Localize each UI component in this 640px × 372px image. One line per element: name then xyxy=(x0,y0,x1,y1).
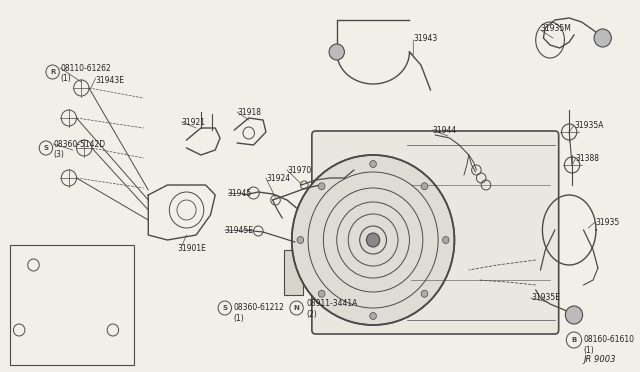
Circle shape xyxy=(442,237,449,244)
Text: 31935E: 31935E xyxy=(531,294,560,302)
Circle shape xyxy=(421,290,428,297)
Text: 08160-61610: 08160-61610 xyxy=(584,336,634,344)
Text: (1): (1) xyxy=(584,346,595,355)
Circle shape xyxy=(318,183,325,190)
Text: 31943E: 31943E xyxy=(95,76,125,84)
Text: 31935J: 31935J xyxy=(69,256,95,264)
Circle shape xyxy=(366,233,380,247)
Circle shape xyxy=(594,29,611,47)
Text: S: S xyxy=(222,305,227,311)
Circle shape xyxy=(421,183,428,190)
Circle shape xyxy=(370,312,376,320)
Text: 31944: 31944 xyxy=(433,125,457,135)
Text: 08360-61212: 08360-61212 xyxy=(234,304,284,312)
Text: 31935A: 31935A xyxy=(574,121,604,129)
Text: 08911-3441A: 08911-3441A xyxy=(306,299,358,308)
Text: 31901E: 31901E xyxy=(177,244,206,253)
Circle shape xyxy=(370,160,376,167)
Text: 31921: 31921 xyxy=(182,118,206,126)
Text: 31970: 31970 xyxy=(287,166,311,174)
Text: 08110-61262: 08110-61262 xyxy=(60,64,111,73)
Text: 31388: 31388 xyxy=(576,154,600,163)
Text: B: B xyxy=(572,337,577,343)
Text: N: N xyxy=(294,305,300,311)
Text: 31945E: 31945E xyxy=(225,225,254,234)
Text: 31943: 31943 xyxy=(413,33,438,42)
Text: 31935M: 31935M xyxy=(541,23,572,32)
FancyBboxPatch shape xyxy=(312,131,559,334)
Circle shape xyxy=(329,44,344,60)
Circle shape xyxy=(318,290,325,297)
Text: R: R xyxy=(50,69,55,75)
Text: (1): (1) xyxy=(60,74,71,83)
Bar xyxy=(284,250,303,295)
Circle shape xyxy=(297,237,304,244)
Bar xyxy=(10,245,134,365)
Text: 31924: 31924 xyxy=(266,173,290,183)
Text: 31945: 31945 xyxy=(228,189,252,198)
Text: 31918: 31918 xyxy=(237,108,261,116)
Text: S: S xyxy=(44,145,49,151)
Text: (1): (1) xyxy=(234,314,244,323)
Text: (2): (2) xyxy=(306,310,317,318)
Text: 31918F: 31918F xyxy=(52,346,81,355)
Text: (3): (3) xyxy=(54,150,65,158)
Text: JR 9003: JR 9003 xyxy=(584,356,616,365)
Text: 31935: 31935 xyxy=(595,218,620,227)
Circle shape xyxy=(292,155,454,325)
Circle shape xyxy=(565,306,582,324)
Text: 08360-5142D: 08360-5142D xyxy=(54,140,106,148)
